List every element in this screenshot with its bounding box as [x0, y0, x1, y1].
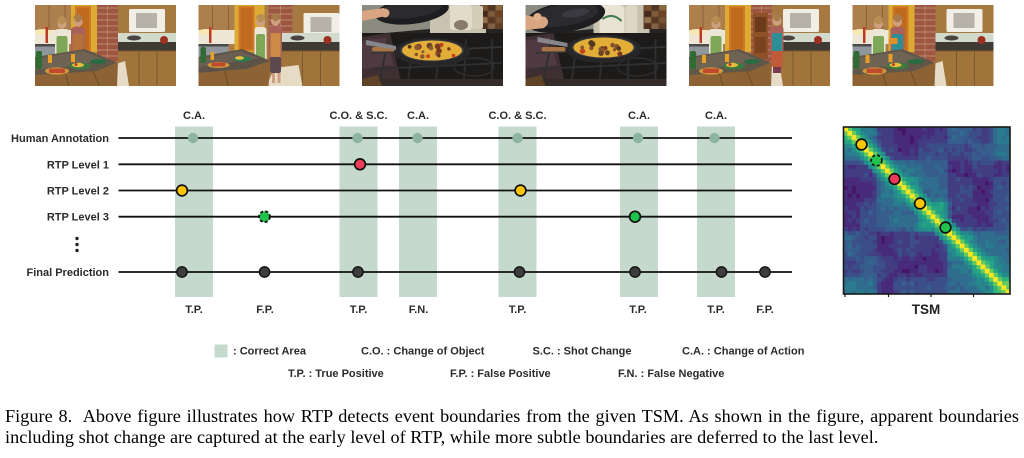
svg-text:RTP Level 2: RTP Level 2 [47, 186, 109, 198]
svg-text:C.O. & S.C.: C.O. & S.C. [488, 110, 546, 122]
svg-text:C.A. : Change of Action: C.A. : Change of Action [682, 346, 805, 358]
svg-text:F.P.: F.P. [256, 304, 274, 316]
svg-text:F.P.: F.P. [756, 304, 774, 316]
svg-text:S.C. : Shot Change: S.C. : Shot Change [533, 346, 632, 358]
svg-text:C.A.: C.A. [705, 110, 727, 122]
svg-text:C.A.: C.A. [183, 110, 205, 122]
svg-text:T.P.: T.P. [350, 304, 368, 316]
svg-text:F.N. : False Negative: F.N. : False Negative [618, 368, 724, 380]
svg-text:Final Prediction: Final Prediction [26, 267, 109, 279]
svg-text:C.O. : Change of Object: C.O. : Change of Object [361, 346, 485, 358]
svg-text:T.P.: T.P. [185, 304, 203, 316]
svg-text:T.P.: T.P. [707, 304, 725, 316]
svg-text:C.A.: C.A. [628, 110, 650, 122]
svg-text:T.P.: T.P. [629, 304, 647, 316]
svg-text:C.A.: C.A. [407, 110, 429, 122]
svg-text:: Correct Area: : Correct Area [233, 346, 307, 358]
svg-text:F.N.: F.N. [409, 304, 429, 316]
svg-text:C.O. & S.C.: C.O. & S.C. [329, 110, 387, 122]
svg-text:RTP Level 3: RTP Level 3 [47, 212, 109, 224]
svg-text:TSM: TSM [912, 302, 941, 317]
svg-text:T.P.: T.P. [509, 304, 527, 316]
svg-text:RTP Level 1: RTP Level 1 [47, 159, 109, 171]
svg-text:Human Annotation: Human Annotation [11, 133, 109, 145]
svg-text:T.P. : True Positive: T.P. : True Positive [288, 368, 384, 380]
svg-text:F.P. : False Positive: F.P. : False Positive [450, 368, 551, 380]
